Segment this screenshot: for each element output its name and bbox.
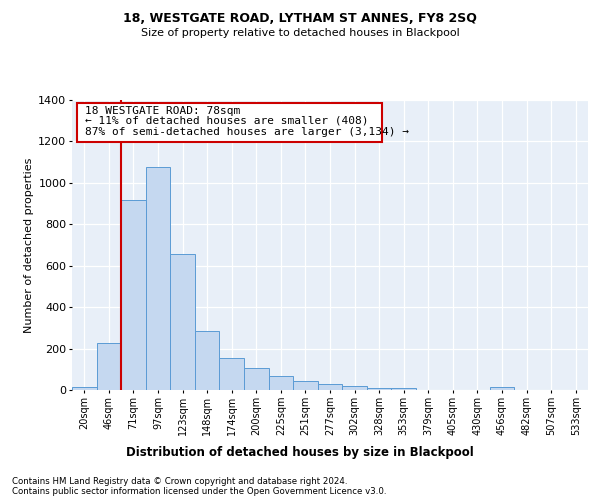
Bar	[367, 388, 391, 390]
FancyBboxPatch shape	[77, 103, 382, 142]
Bar	[318, 384, 342, 390]
Text: Size of property relative to detached houses in Blackpool: Size of property relative to detached ho…	[140, 28, 460, 38]
Bar	[97, 344, 121, 390]
Bar	[220, 358, 244, 390]
Bar	[121, 200, 146, 390]
Bar	[170, 254, 195, 390]
Bar	[244, 368, 269, 390]
Text: Contains public sector information licensed under the Open Government Licence v3: Contains public sector information licen…	[12, 486, 386, 496]
Text: Distribution of detached houses by size in Blackpool: Distribution of detached houses by size …	[126, 446, 474, 459]
Text: 18 WESTGATE ROAD: 78sqm: 18 WESTGATE ROAD: 78sqm	[85, 106, 240, 116]
Y-axis label: Number of detached properties: Number of detached properties	[24, 158, 34, 332]
Text: 87% of semi-detached houses are larger (3,134) →: 87% of semi-detached houses are larger (…	[85, 128, 409, 138]
Bar	[269, 376, 293, 390]
Bar	[293, 380, 318, 390]
Bar	[342, 386, 367, 390]
Text: Contains HM Land Registry data © Crown copyright and database right 2024.: Contains HM Land Registry data © Crown c…	[12, 476, 347, 486]
Bar	[146, 168, 170, 390]
Bar	[391, 388, 416, 390]
Bar	[490, 387, 514, 390]
Text: 18, WESTGATE ROAD, LYTHAM ST ANNES, FY8 2SQ: 18, WESTGATE ROAD, LYTHAM ST ANNES, FY8 …	[123, 12, 477, 26]
Bar	[195, 331, 220, 390]
Text: ← 11% of detached houses are smaller (408): ← 11% of detached houses are smaller (40…	[85, 116, 368, 126]
Bar	[72, 387, 97, 390]
